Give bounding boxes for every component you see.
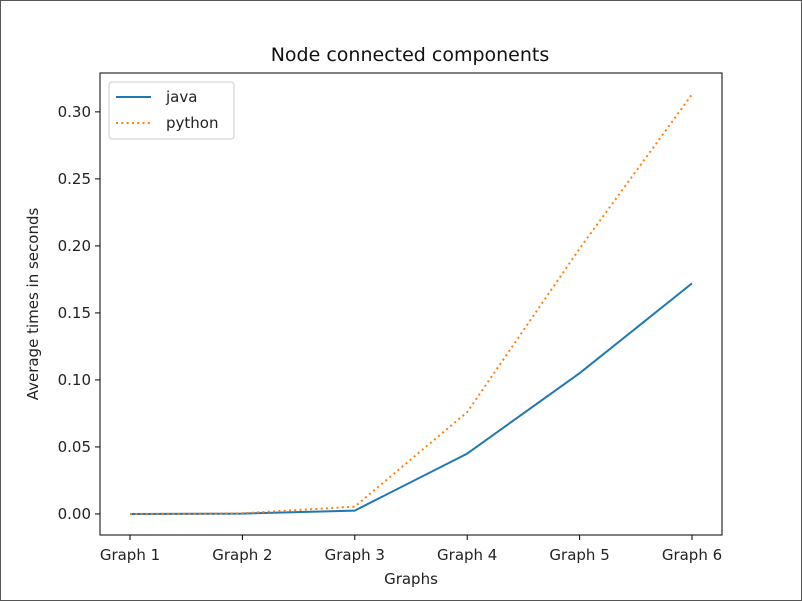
x-axis: Graph 1 Graph 2 Graph 3 Graph 4 Graph 5 Graph… [100, 535, 722, 564]
y-tick-label: 0.05 [58, 438, 91, 456]
x-tick-label: Graph 1 [100, 546, 160, 564]
y-axis: 0.00 0.05 0.10 0.15 0.20 0.25 0.30 [58, 103, 100, 523]
x-axis-label: Graphs [384, 570, 438, 588]
legend-label-java: java [165, 88, 197, 106]
x-tick-label: Graph 2 [212, 546, 272, 564]
y-tick-label: 0.20 [58, 237, 91, 255]
legend-label-python: python [166, 114, 218, 132]
y-tick-label: 0.15 [58, 304, 91, 322]
y-tick-label: 0.10 [58, 371, 91, 389]
x-tick-label: Graph 5 [549, 546, 609, 564]
plot-area [99, 72, 723, 536]
y-tick-label: 0.00 [58, 505, 91, 523]
y-axis-label: Average times in seconds [24, 208, 42, 401]
x-tick-label: Graph 3 [325, 546, 385, 564]
x-tick-label: Graph 4 [437, 546, 497, 564]
y-tick-label: 0.30 [58, 103, 91, 121]
series-line-python [129, 93, 693, 515]
series-line-java [129, 282, 693, 515]
chart-title: Node connected components [271, 44, 550, 66]
y-tick-label: 0.25 [58, 170, 91, 188]
x-tick-label: Graph 6 [662, 546, 722, 564]
series-lines [129, 93, 693, 515]
legend: java python [108, 81, 235, 140]
